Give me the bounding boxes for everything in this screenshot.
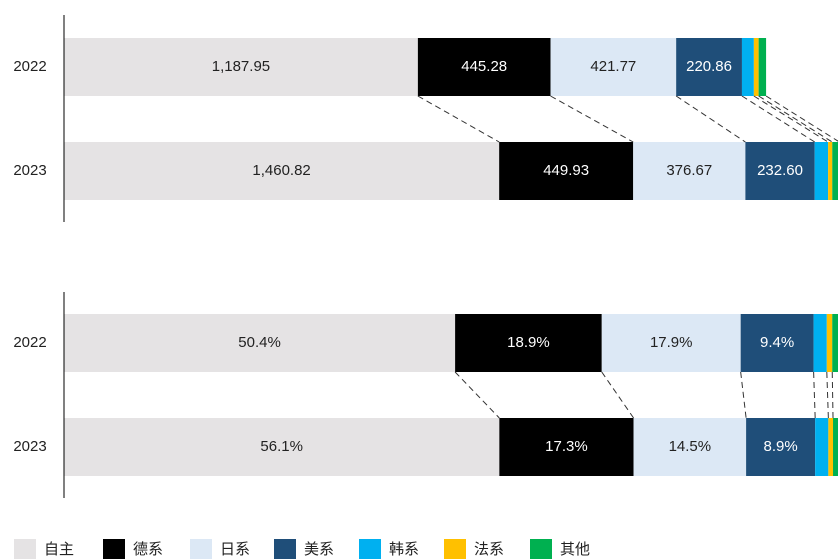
data-label: 1,460.82 <box>252 162 310 179</box>
data-label: 220.86 <box>686 58 732 75</box>
data-label: 449.93 <box>543 162 589 179</box>
bar-segment <box>814 142 829 200</box>
bar-segment <box>64 142 500 200</box>
bar-segment <box>64 314 456 372</box>
legend-swatch <box>274 539 296 559</box>
connector <box>601 371 634 419</box>
legend-label: 法系 <box>474 541 504 558</box>
bar-segment <box>826 314 833 372</box>
connector <box>758 95 833 143</box>
data-label: 56.1% <box>260 438 303 455</box>
legend-swatch <box>359 539 381 559</box>
bar-segment <box>828 418 834 476</box>
legend-swatch <box>14 539 36 559</box>
bar-segment <box>633 418 747 476</box>
data-label: 18.9% <box>507 334 550 351</box>
data-label: 376.67 <box>666 162 712 179</box>
legend-label: 韩系 <box>389 541 419 558</box>
y-tick-label: 2022 <box>13 334 46 351</box>
bar-segment <box>753 38 759 96</box>
connector <box>740 371 747 419</box>
bar-segment <box>64 418 500 476</box>
bar-segment <box>746 418 816 476</box>
bar-segment <box>455 314 602 372</box>
data-label: 50.4% <box>238 334 281 351</box>
connector <box>753 95 829 143</box>
bar-segment <box>758 38 767 96</box>
bar-segment <box>741 38 754 96</box>
legend-label: 自主 <box>44 541 74 558</box>
bar-segment <box>64 38 418 96</box>
connector <box>550 95 634 143</box>
bar-segment <box>676 38 742 96</box>
data-label: 232.60 <box>757 162 803 179</box>
bar-segment <box>745 142 815 200</box>
bar-segment <box>740 314 814 372</box>
bar-segment <box>832 314 838 372</box>
bar-segment <box>499 418 634 476</box>
y-tick-label: 2023 <box>13 438 46 455</box>
data-label: 17.9% <box>650 334 693 351</box>
data-label: 445.28 <box>461 58 507 75</box>
legend-swatch <box>444 539 466 559</box>
connector <box>765 95 838 142</box>
data-label: 421.77 <box>590 58 636 75</box>
legend-swatch <box>103 539 125 559</box>
connector <box>826 371 829 419</box>
data-label: 1,187.95 <box>212 58 270 75</box>
bar-segment <box>815 418 829 476</box>
bar-segment <box>550 38 677 96</box>
connector <box>417 95 500 143</box>
connector <box>741 95 815 143</box>
connector <box>831 371 834 419</box>
legend-swatch <box>530 539 552 559</box>
data-label: 9.4% <box>760 334 794 351</box>
legend-label: 日系 <box>220 541 250 558</box>
bar-segment <box>417 38 551 96</box>
data-label: 14.5% <box>669 438 712 455</box>
bar-segment <box>813 314 827 372</box>
legend-label: 德系 <box>133 540 163 558</box>
legend-swatch <box>190 539 212 559</box>
connector <box>675 95 746 143</box>
connector <box>454 371 500 419</box>
data-label: 17.3% <box>545 438 588 455</box>
y-tick-label: 2022 <box>13 58 46 75</box>
bar-segment <box>833 418 838 476</box>
bar-segment <box>832 142 838 200</box>
bar-segment <box>828 142 833 200</box>
y-tick-label: 2023 <box>13 162 46 179</box>
bar-segment <box>499 142 634 200</box>
bar-segment <box>601 314 741 372</box>
bar-segment <box>633 142 746 200</box>
data-label: 8.9% <box>764 438 798 455</box>
connector <box>813 371 816 419</box>
legend-label: 美系 <box>304 541 334 558</box>
legend-label: 其他 <box>560 541 590 558</box>
